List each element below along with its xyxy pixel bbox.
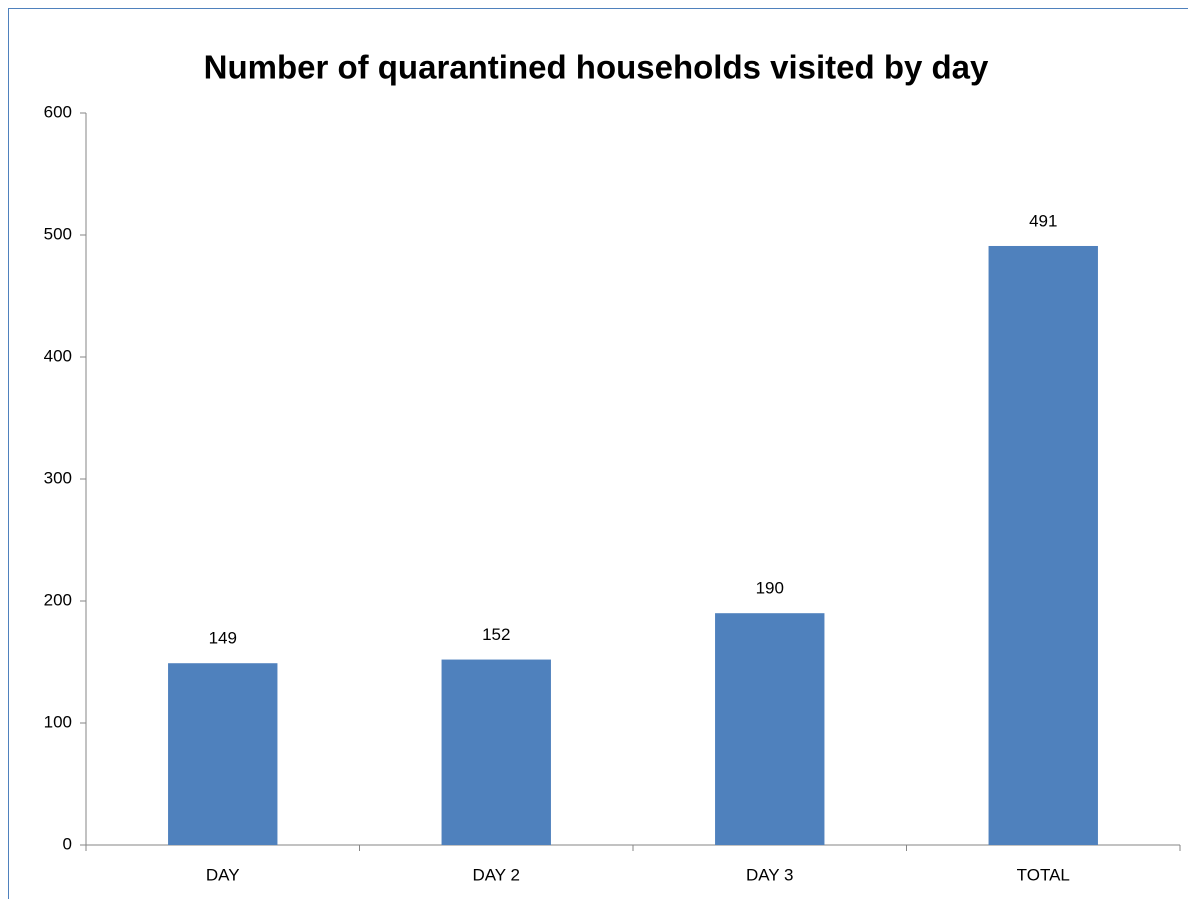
x-tick-label: DAY 3 [746, 865, 794, 884]
data-label: 152 [482, 625, 510, 644]
x-tick-label: DAY 2 [472, 865, 520, 884]
y-tick-label: 500 [44, 224, 72, 243]
y-tick-label: 300 [44, 468, 72, 487]
bar [168, 663, 278, 845]
y-tick-label: 600 [44, 102, 72, 121]
x-tick-label: DAY [206, 865, 240, 884]
chart-border [8, 8, 1188, 899]
bar [988, 245, 1098, 846]
bar [715, 613, 825, 845]
data-label: 491 [1029, 211, 1057, 230]
data-label: 190 [756, 579, 784, 598]
chart-title: Number of quarantined households visited… [204, 49, 989, 86]
y-tick-label: 200 [44, 590, 72, 609]
data-label: 149 [209, 629, 237, 648]
bar [441, 659, 551, 845]
y-tick-label: 400 [44, 346, 72, 365]
y-tick-label: 100 [44, 712, 72, 731]
x-tick-label: TOTAL [1017, 865, 1070, 884]
y-tick-label: 0 [63, 834, 72, 853]
